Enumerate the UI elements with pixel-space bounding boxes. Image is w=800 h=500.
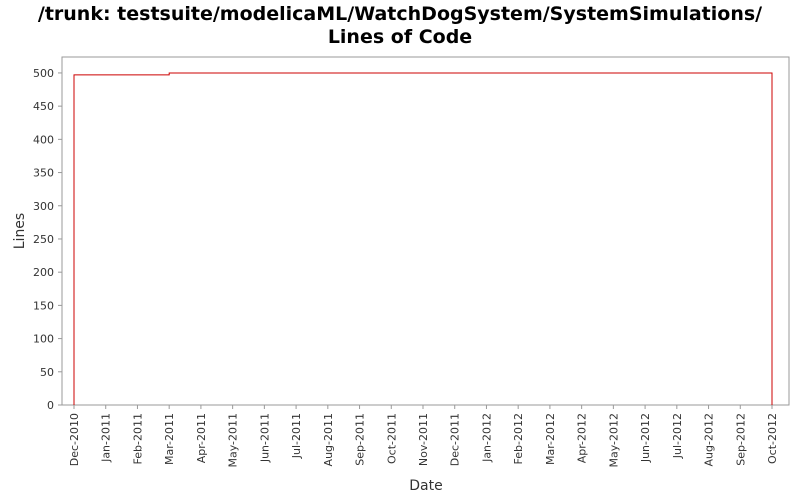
x-tick-label: Apr-2011 [195,413,208,463]
y-tick-label: 450 [33,100,54,113]
x-tick-label: Jan-2011 [100,413,113,463]
y-tick-label: 350 [33,167,54,180]
x-tick-label: Sep-2012 [734,413,747,466]
y-tick-label: 0 [47,399,54,412]
x-axis-label: Date [409,478,442,494]
x-tick-label: Apr-2012 [576,413,589,463]
y-tick-label: 500 [33,67,54,80]
x-tick-label: Sep-2011 [354,413,367,466]
chart-title: /trunk: testsuite/modelicaML/WatchDogSys… [38,3,762,25]
x-tick-label: Aug-2012 [703,413,716,466]
y-tick-label: 50 [40,366,54,379]
x-tick-label: Oct-2012 [766,413,779,464]
x-tick-label: Aug-2011 [322,413,335,466]
y-tick-label: 100 [33,333,54,346]
y-tick-label: 250 [33,233,54,246]
x-tick-label: Jul-2012 [671,413,684,459]
x-tick-label: Mar-2012 [544,413,557,465]
x-tick-label: Oct-2011 [385,413,398,464]
x-tick-label: Feb-2012 [512,413,525,464]
data-line [73,72,773,405]
y-tick-label: 200 [33,266,54,279]
x-tick-label: Dec-2010 [68,413,81,466]
y-tick-label: 300 [33,200,54,213]
y-axis-label: Lines [12,213,28,249]
x-tick-label: May-2012 [607,413,620,468]
x-tick-label: Dec-2011 [449,413,462,466]
x-tick-label: Jul-2011 [290,413,303,459]
chart-title: Lines of Code [328,26,472,48]
x-tick-label: Mar-2011 [163,413,176,465]
x-tick-label: May-2011 [227,413,240,468]
plot-area [61,56,790,406]
x-tick-label: Jan-2012 [480,413,493,463]
y-tick-label: 400 [33,133,54,146]
y-tick-label: 150 [33,299,54,312]
x-tick-label: Nov-2011 [417,413,430,466]
x-tick-label: Jun-2012 [639,413,652,463]
x-tick-label: Feb-2011 [131,413,144,464]
x-tick-label: Jun-2011 [258,413,271,463]
